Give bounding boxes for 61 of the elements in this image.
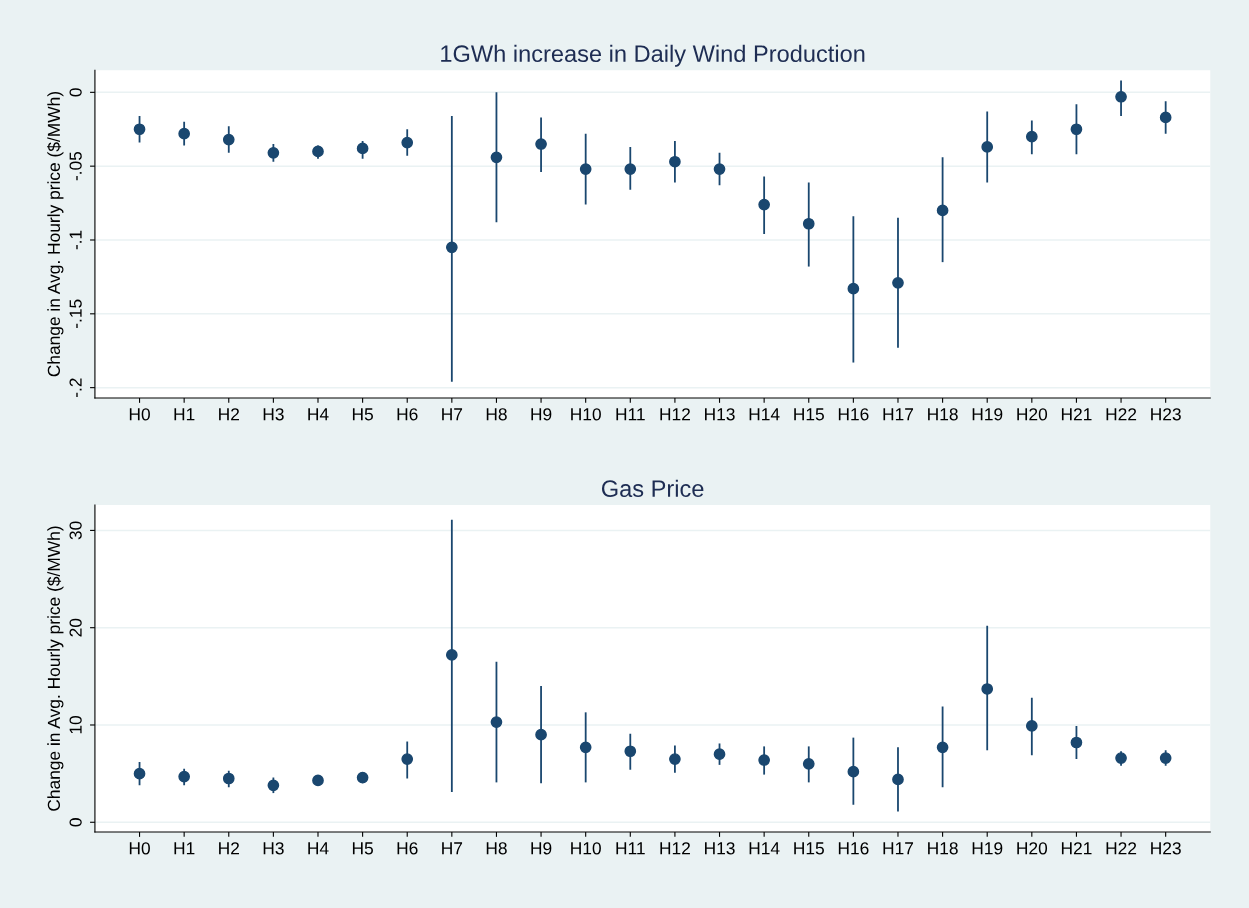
x-tick-label: H12 [660,842,690,855]
y-tick-label: 20 [69,618,82,637]
x-tick-label: H14 [749,842,780,855]
x-tick-label: H10 [571,408,601,421]
x-tick-label: H17 [883,408,914,421]
x-tick-label: H11 [616,408,645,421]
y-tick-label: 10 [69,716,82,734]
x-tick-label: H13 [705,842,735,855]
x-tick-label: H23 [1151,842,1181,855]
x-tick-label: H22 [1106,408,1137,421]
y-tick-label: -.2 [69,378,82,397]
chart-title: 1GWh increase in Daily Wind Production [441,44,865,67]
x-tick-label: H18 [928,408,958,421]
x-tick-label: H2 [219,842,239,855]
x-tick-label: H14 [749,408,780,421]
x-tick-label: H23 [1151,408,1181,421]
x-tick-label: H15 [794,842,824,855]
x-tick-label: H5 [352,842,373,855]
y-tick-label: -.15 [69,299,82,328]
x-tick-label: H10 [571,842,601,855]
x-tick-label: H22 [1106,842,1137,855]
y-tick-label: 30 [69,521,82,540]
x-tick-label: H16 [838,408,869,421]
x-tick-label: H0 [129,842,150,855]
y-tick-label: 0 [69,88,82,97]
x-tick-label: H12 [660,408,690,421]
x-tick-label: H9 [531,408,552,421]
x-tick-label: H8 [486,408,507,421]
x-tick-label: H20 [1017,408,1048,421]
x-tick-label: H8 [486,842,507,855]
x-tick-label: H3 [263,408,284,421]
x-tick-label: H4 [308,408,329,421]
x-tick-label: H19 [972,842,1003,855]
x-tick-label: H2 [219,408,239,421]
x-tick-label: H1 [174,408,195,421]
x-tick-label: H6 [397,842,418,855]
x-tick-label: H21 [1061,408,1092,421]
y-tick-label: 0 [69,818,82,827]
x-tick-label: H1 [174,842,195,855]
y-axis-title: Change in Avg. Hourly price ($/MWh) [47,526,64,811]
x-tick-label: H3 [263,842,284,855]
x-tick-label: H5 [352,408,373,421]
x-tick-label: H21 [1061,842,1092,855]
x-tick-label: H20 [1017,842,1048,855]
x-tick-label: H11 [616,842,645,855]
x-tick-label: H17 [883,842,914,855]
x-tick-label: H0 [129,408,150,421]
y-tick-label: -.1 [69,230,82,250]
x-tick-label: H13 [705,408,735,421]
x-tick-label: H4 [308,842,329,855]
x-tick-label: H7 [442,408,463,421]
x-tick-label: H19 [972,408,1003,421]
x-tick-label: H7 [442,842,463,855]
x-tick-label: H16 [838,842,869,855]
chart-title: Gas Price [601,479,704,498]
y-axis-title: Change in Avg. Hourly price ($/MWh) [47,92,64,377]
x-tick-label: H18 [928,842,958,855]
x-tick-label: H15 [794,408,824,421]
y-tick-label: -.05 [69,151,82,181]
x-tick-label: H6 [397,408,418,421]
x-tick-label: H9 [531,842,552,855]
